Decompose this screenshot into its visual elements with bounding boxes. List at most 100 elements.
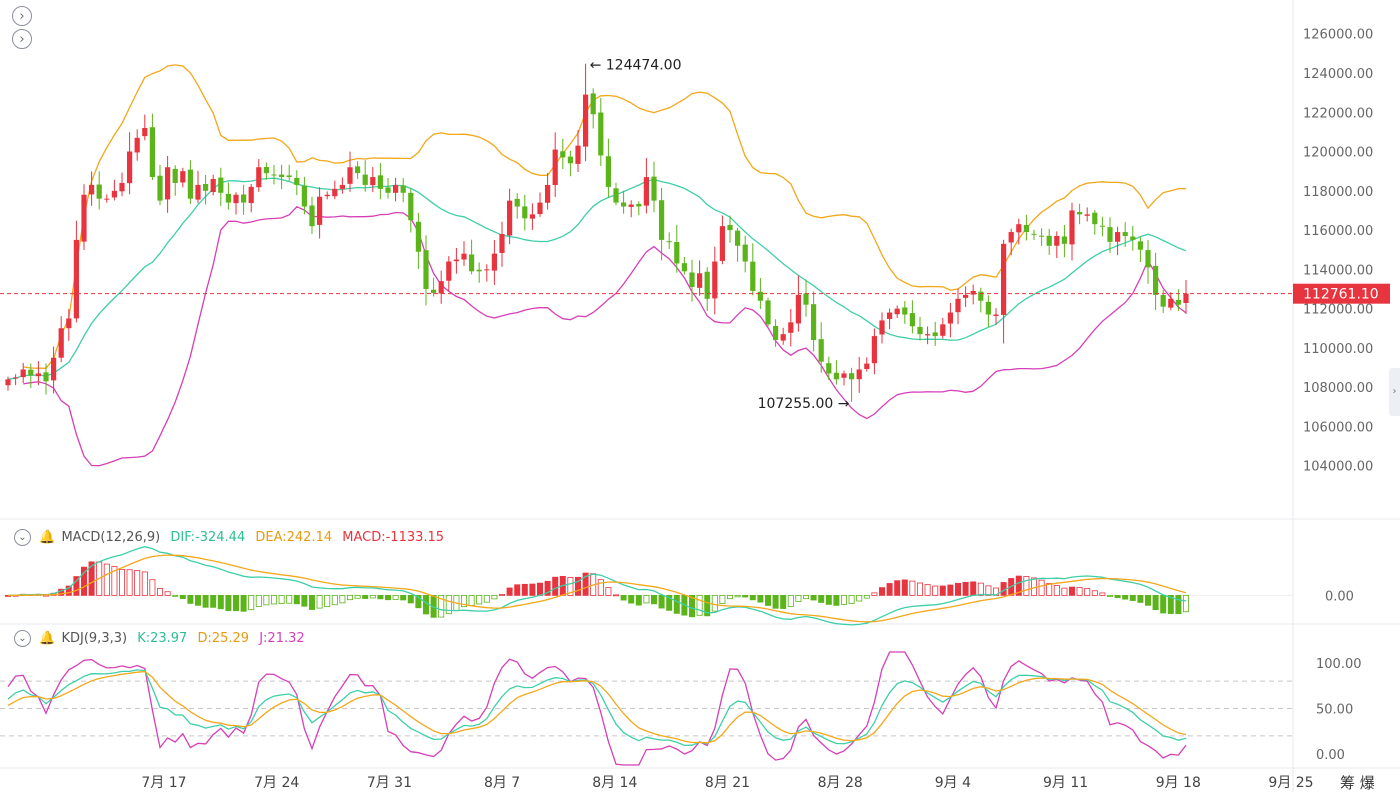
macd-histogram-bar [825,594,832,605]
candle-body [719,226,725,261]
x-tick-label: 8月 14 [592,775,637,791]
candle-body [856,369,862,380]
chevron-down-icon[interactable]: ⌄ [14,529,31,546]
candle-body [605,156,611,187]
candle-body [111,190,117,198]
macd-histogram-bar [666,594,673,611]
candle-body [491,253,497,271]
x-tick-label: 9月 4 [935,775,971,791]
candle-body [529,214,535,219]
candle-body [765,300,771,325]
panel-resize-handle[interactable]: › [1389,368,1400,416]
bell-icon[interactable]: 🔔 [39,530,56,545]
macd-histogram-bar [742,594,749,598]
macd-dif-line [7,546,1187,626]
macd-histogram-bar [324,594,331,608]
macd-title: MACD(12,26,9) [61,530,161,545]
macd-hist-value: MACD:-1133.15 [342,530,445,545]
candle-body [134,137,140,153]
candle-body [947,312,953,324]
macd-histogram-bar [232,594,239,612]
candle-body [104,198,110,200]
candle-body [773,325,779,341]
candle-body [355,166,361,174]
candle-body [453,259,459,262]
candle-body [301,185,307,207]
bollinger-lower-line [23,206,1187,467]
macd-histogram-bar [689,594,696,618]
macd-dif-value: DIF:-324.44 [170,530,246,545]
macd-histogram-bar [1061,587,1068,596]
candle-body [628,204,634,207]
candle-body [1092,212,1098,225]
candle-body [704,271,710,299]
macd-y-tick-label: 0.00 [1325,589,1354,604]
candle-body [347,167,353,184]
candle-body [415,221,421,252]
kdj-j-value: J:21.32 [259,631,305,646]
chevron-down-icon[interactable]: ⌄ [14,630,31,647]
macd-histogram-bar [217,594,224,610]
footer-tools[interactable]: 筹 爆 [1340,774,1375,792]
candle-body [841,373,847,378]
candle-body [1107,227,1113,242]
scroll-left-button[interactable]: › [12,6,32,26]
macd-histogram-bar [1084,588,1091,596]
macd-histogram-bar [301,594,308,607]
candle-body [1084,214,1090,216]
scroll-left-fast-button[interactable]: › [12,29,32,49]
candle-body [970,290,976,295]
y-tick-label: 124000.00 [1303,67,1373,82]
candle-body [1008,232,1014,243]
macd-histogram-bar [901,579,908,596]
macd-histogram-bar [187,594,194,604]
candle-body [279,174,285,178]
macd-histogram-bar [871,592,878,596]
macd-histogram-bar [1183,594,1190,613]
candle-body [256,167,262,188]
candle-body [864,363,870,370]
macd-histogram-bar [377,594,384,600]
macd-histogram-bar [331,594,338,606]
candle-body [43,372,49,382]
x-tick-label: 7月 24 [254,775,299,791]
macd-histogram-bar [468,594,475,606]
candle-body [294,177,300,185]
candle-body [5,379,11,386]
candle-body [446,261,452,281]
y-tick-label: 116000.00 [1303,224,1373,239]
macd-histogram-bar [164,591,171,596]
macd-histogram-bar [103,563,110,596]
candle-body [757,291,763,301]
kdj-y-tick-label: 0.00 [1316,748,1345,763]
macd-histogram-bar [73,576,80,596]
macd-histogram-bar [400,594,407,601]
candle-body [978,291,984,301]
macd-histogram-bar [567,577,574,596]
macd-histogram-bar [81,566,88,596]
macd-histogram-bar [879,587,886,596]
macd-histogram-bar [210,594,217,608]
bell-icon[interactable]: 🔔 [39,631,56,646]
candle-body [1130,236,1136,240]
macd-histogram-bar [696,594,703,616]
macd-histogram-bar [1122,594,1129,600]
macd-histogram-bar [1015,575,1022,596]
macd-histogram-bar [765,594,772,606]
candle-body [909,313,915,327]
macd-histogram-bar [795,594,802,602]
candle-body [507,200,513,236]
macd-histogram-bar [134,570,141,596]
y-tick-label: 118000.00 [1303,185,1373,200]
macd-histogram-bar [149,579,156,596]
candle-body [286,175,292,178]
macd-histogram-bar [977,582,984,596]
candle-body [1145,250,1151,268]
candle-body [788,322,794,333]
candle-body [659,200,665,240]
x-tick-label: 7月 17 [141,775,186,791]
candle-body [689,272,695,288]
macd-histogram-bar [1137,594,1144,603]
macd-histogram-bar [1069,586,1076,596]
